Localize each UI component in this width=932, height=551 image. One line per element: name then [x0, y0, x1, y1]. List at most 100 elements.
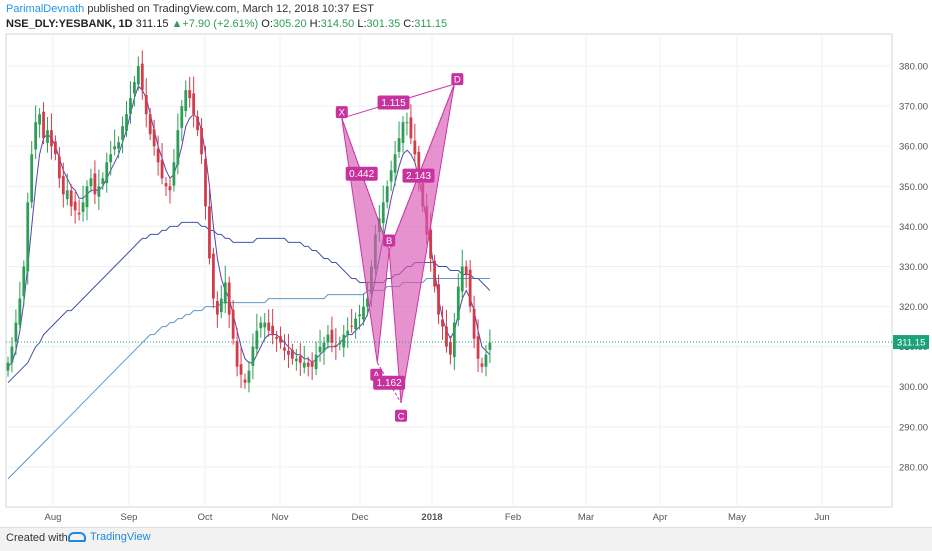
x-tick-label: Nov: [272, 512, 289, 523]
candle-body: [30, 154, 34, 203]
publish-info: ParimalDevnath published on TradingView.…: [6, 3, 374, 15]
ratio-label: 0.442: [349, 169, 374, 180]
candle-body: [401, 122, 405, 144]
x-tick-label: 2018: [421, 512, 442, 523]
candle-body: [121, 126, 124, 140]
ratio-tag: [402, 168, 435, 183]
price-chart[interactable]: X A B C D 1.115 0.442 2.143 1.162 280.00 290.00 30…: [0, 0, 932, 527]
ratio-tag: [373, 375, 406, 390]
pattern-xb-line: [341, 118, 390, 251]
candle-body: [196, 116, 199, 131]
last-price-tag: [893, 335, 929, 350]
candle-body: [42, 111, 45, 139]
y-tick-label: 380.00: [899, 62, 928, 73]
candle-body: [267, 322, 271, 331]
candle-body: [460, 266, 464, 292]
candle-body: [219, 298, 223, 313]
brand-label: TradingView: [90, 531, 151, 543]
tradingview-logo-icon: [68, 532, 86, 542]
last-price: 311.15: [135, 18, 169, 30]
candle-body: [437, 284, 440, 315]
candle-body: [342, 334, 346, 348]
open-label: O:: [261, 18, 273, 30]
candle-body: [34, 122, 38, 150]
x-tick-label: Oct: [198, 512, 213, 523]
candle-body: [302, 362, 306, 368]
up-arrow-icon: ▲: [171, 18, 183, 30]
candle-body: [433, 260, 436, 287]
x-tick-label: Mar: [578, 512, 594, 523]
candle-body: [476, 336, 480, 359]
candle-body: [338, 342, 342, 345]
last-price-label: 311.15: [897, 338, 925, 349]
candle-body: [152, 129, 156, 147]
x-tick-label: Jun: [814, 512, 829, 523]
candle-body: [18, 298, 22, 326]
candle-body: [409, 117, 413, 139]
candle-body: [358, 314, 361, 317]
candle-body: [54, 141, 57, 155]
candle-body: [334, 345, 338, 347]
candle-body: [61, 175, 65, 195]
candle-body: [208, 206, 211, 259]
candle-body: [93, 173, 97, 195]
ratio-tag: [377, 95, 410, 110]
candle-body: [393, 154, 397, 173]
candle-body: [275, 337, 278, 339]
candle-body: [89, 178, 93, 187]
candle-body: [140, 63, 144, 91]
candle-body: [50, 130, 53, 147]
high-value: 314.50: [320, 18, 355, 30]
candle-body: [22, 266, 26, 297]
candle-body: [330, 329, 334, 343]
ratio-label: 1.162: [377, 378, 402, 389]
tradingview-brand[interactable]: TradingView: [68, 531, 151, 543]
chart-axes: 280.00290.00300.00310.00320.00330.00340.…: [6, 62, 929, 523]
footer-bar: Created with TradingView: [0, 527, 932, 551]
pattern-point-label: B: [386, 236, 392, 247]
candle-body: [350, 325, 354, 327]
candle-body: [488, 342, 492, 350]
candle-body: [69, 190, 73, 207]
candle-body: [413, 140, 417, 155]
pattern-point-tag: [335, 106, 348, 119]
y-tick-label: 360.00: [899, 142, 928, 153]
candle-body: [65, 190, 69, 200]
pattern-xab-triangle: [341, 118, 390, 363]
candle-body: [389, 170, 393, 182]
x-tick-label: Dec: [352, 512, 369, 523]
x-tick-label: Sep: [121, 512, 138, 523]
candle-body: [310, 361, 314, 367]
candlesticks: [6, 50, 492, 393]
candle-body: [480, 363, 484, 367]
candle-body: [263, 322, 267, 328]
candle-body: [77, 212, 81, 215]
author-link[interactable]: ParimalDevnath: [6, 3, 85, 15]
candle-body: [239, 364, 243, 375]
candle-body: [164, 183, 168, 187]
candle-body: [14, 322, 18, 342]
candle-body: [306, 362, 310, 367]
candle-body: [172, 162, 176, 186]
candle-body: [298, 356, 302, 363]
candle-body: [109, 154, 113, 163]
candle-body: [255, 330, 259, 350]
candle-body: [468, 269, 472, 307]
pattern-point-tag: [451, 73, 464, 86]
pattern-point-label: A: [373, 370, 380, 381]
candle-body: [144, 94, 148, 115]
publish-text: published on TradingView.com, March 12, …: [84, 3, 374, 15]
candle-body: [405, 122, 409, 124]
x-tick-label: Aug: [45, 512, 62, 523]
candle-body: [251, 346, 255, 366]
ratio-label: 2.143: [406, 171, 431, 182]
high-label: H:: [309, 18, 321, 30]
candle-body: [73, 201, 77, 211]
candle-body: [212, 253, 215, 299]
x-tick-label: May: [728, 512, 746, 523]
candle-body: [160, 159, 164, 179]
candle-body: [354, 318, 357, 330]
candle-body: [184, 90, 188, 111]
candle-body: [279, 336, 282, 343]
pattern-point-tag: [383, 234, 396, 247]
